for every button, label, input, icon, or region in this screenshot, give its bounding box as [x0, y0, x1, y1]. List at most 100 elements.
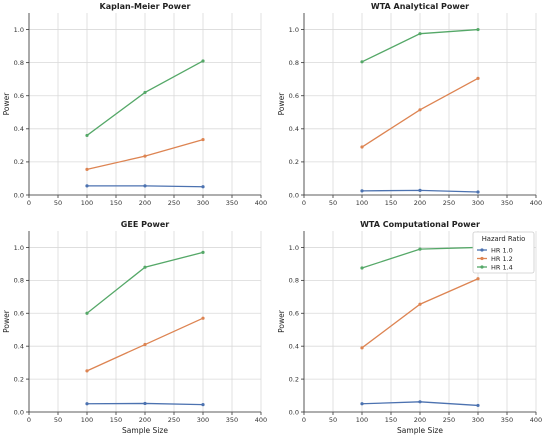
y-tick-label: 0.2 — [14, 375, 24, 383]
data-point-hr-1-2 — [360, 346, 364, 350]
data-point-hr-1-2 — [418, 108, 422, 112]
x-tick-label: 150 — [110, 416, 122, 424]
y-tick-label: 0.8 — [14, 59, 24, 67]
x-tick-label: 0 — [302, 199, 306, 207]
y-tick-label: 1.0 — [289, 244, 299, 252]
y-tick-label: 1.0 — [14, 244, 24, 252]
data-point-hr-1-4 — [360, 266, 364, 270]
data-point-hr-1-0 — [201, 402, 205, 407]
x-tick-label: 400 — [530, 199, 542, 207]
y-axis-label: Power — [277, 92, 286, 116]
x-tick-label: 200 — [139, 199, 151, 207]
data-point-hr-1-2 — [201, 137, 205, 142]
data-point-hr-1-4 — [476, 27, 480, 32]
x-tick-label: 0 — [27, 416, 31, 424]
x-tick-label: 50 — [54, 416, 62, 424]
x-tick-label: 150 — [385, 416, 397, 424]
y-tick-label: 0.4 — [14, 125, 24, 133]
x-tick-label: 100 — [356, 199, 368, 207]
x-tick-label: 400 — [255, 416, 267, 424]
x-tick-label: 200 — [414, 416, 426, 424]
data-point-hr-1-2 — [201, 316, 205, 320]
x-tick-label: 350 — [226, 199, 238, 207]
data-point-hr-1-2 — [476, 76, 480, 80]
axes-spine — [28, 13, 261, 196]
axes-spine — [28, 231, 261, 413]
y-tick-label: 0.8 — [289, 277, 299, 285]
chart-panel-2: 0 50 100 150 200 250 300 350 400 0.0 0.2 0.4 0.6 0.8 1… — [277, 2, 542, 207]
x-tick-label: 50 — [329, 416, 337, 424]
chart-title: GEE Power — [121, 220, 169, 229]
data-point-hr-1-2 — [85, 369, 89, 373]
x-tick-label: 150 — [110, 199, 122, 207]
x-tick-label: 300 — [472, 199, 484, 207]
chart-title: WTA Computational Power — [360, 220, 480, 229]
x-tick-label: 0 — [302, 416, 306, 424]
x-tick-label: 100 — [356, 416, 368, 424]
x-tick-label: 50 — [54, 199, 62, 207]
y-tick-label: 0.0 — [289, 191, 299, 199]
data-point-hr-1-2 — [85, 167, 89, 171]
legend-box — [472, 231, 535, 274]
legend-label: HR 1.2 — [491, 255, 513, 263]
y-tick-label: 1.0 — [14, 26, 24, 34]
x-axis-label: Sample Size — [397, 426, 443, 435]
axes-spine — [303, 13, 536, 196]
data-point-hr-1-2 — [418, 302, 422, 306]
data-point-hr-1-2 — [476, 277, 480, 281]
data-point-hr-1-0 — [418, 400, 422, 404]
data-point-hr-1-4 — [143, 90, 147, 95]
data-point-hr-1-4 — [418, 247, 422, 251]
legend: Hazard Ratio HR 1.0HR 1.2HR 1.4 — [472, 231, 535, 274]
x-axis-label: Sample Size — [122, 426, 168, 435]
y-tick-label: 0.0 — [14, 408, 24, 416]
data-point-hr-1-4 — [85, 133, 89, 138]
x-tick-label: 300 — [197, 416, 209, 424]
legend-swatch-marker — [480, 265, 484, 269]
x-tick-label: 300 — [197, 199, 209, 207]
x-tick-label: 250 — [443, 199, 455, 207]
chart-panel-3: 0 50 100 150 200 250 300 350 400 0.0 0.2 0.4 0.6 0.8 1… — [2, 220, 267, 435]
legend-swatch-marker — [480, 248, 484, 252]
data-point-hr-1-2 — [143, 342, 147, 347]
x-tick-label: 250 — [168, 199, 180, 207]
x-tick-label: 350 — [226, 416, 238, 424]
y-tick-label: 0.4 — [14, 342, 24, 350]
data-point-hr-1-0 — [85, 184, 89, 188]
x-tick-label: 350 — [501, 416, 513, 424]
y-tick-label: 0.6 — [14, 310, 24, 318]
y-tick-label: 1.0 — [289, 26, 299, 34]
x-tick-label: 200 — [414, 199, 426, 207]
data-point-hr-1-4 — [201, 59, 205, 63]
x-tick-label: 100 — [81, 199, 93, 207]
data-point-hr-1-0 — [360, 402, 364, 406]
data-point-hr-1-4 — [360, 60, 364, 64]
chart-title: WTA Analytical Power — [371, 2, 469, 11]
x-tick-label: 350 — [501, 199, 513, 207]
data-point-hr-1-0 — [143, 184, 147, 188]
y-axis-label: Power — [2, 92, 11, 116]
x-tick-label: 250 — [168, 416, 180, 424]
y-tick-label: 0.6 — [289, 310, 299, 318]
legend-title: Hazard Ratio — [482, 235, 526, 243]
axes-spine — [303, 231, 536, 413]
chart-panel-4: 0 50 100 150 200 250 300 350 400 0.0 0.2 0.4 0.6 0.8 1… — [277, 220, 542, 435]
data-point-hr-1-0 — [360, 189, 364, 193]
y-axis-label: Power — [277, 309, 286, 333]
x-tick-label: 300 — [472, 416, 484, 424]
data-point-hr-1-2 — [143, 154, 147, 158]
y-tick-label: 0.2 — [14, 158, 24, 166]
y-tick-label: 0.4 — [289, 342, 299, 350]
y-tick-label: 0.8 — [14, 277, 24, 285]
data-point-hr-1-4 — [418, 32, 422, 36]
y-tick-label: 0.4 — [289, 125, 299, 133]
x-tick-label: 200 — [139, 416, 151, 424]
data-point-hr-1-0 — [476, 190, 480, 194]
y-tick-label: 0.0 — [289, 408, 299, 416]
x-tick-label: 400 — [530, 416, 542, 424]
data-point-hr-1-0 — [201, 185, 205, 189]
data-point-hr-1-2 — [360, 145, 364, 149]
x-tick-label: 0 — [27, 199, 31, 207]
legend-label: HR 1.0 — [491, 246, 513, 254]
